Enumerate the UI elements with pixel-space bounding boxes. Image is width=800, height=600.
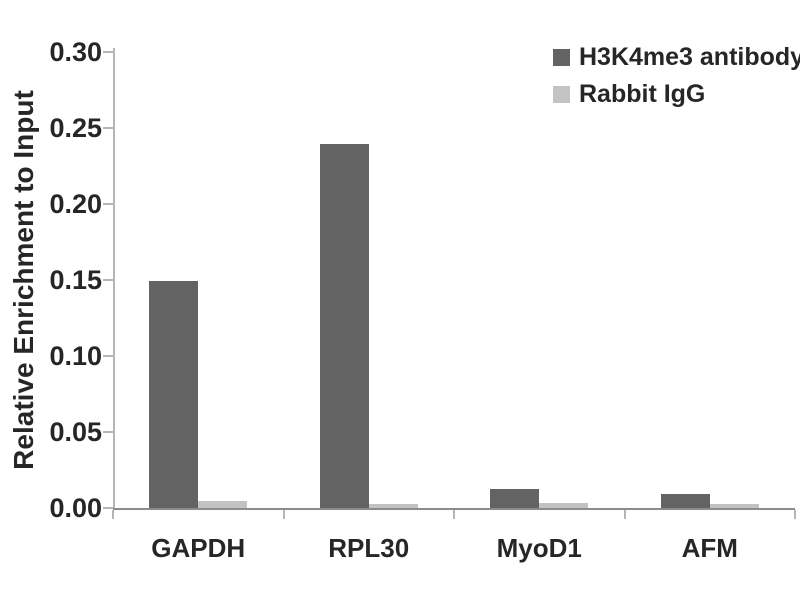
bar-rabbit-igg-gapdh — [198, 501, 248, 509]
legend-label-h3k4me3-antibody: H3K4me3 antibody — [579, 43, 800, 71]
x-category-label-afm: AFM — [681, 533, 738, 563]
x-category-label-rpl30: RPL30 — [328, 533, 410, 563]
y-tick-label-0.30: 0.30 — [49, 37, 102, 67]
y-tick-mark — [103, 51, 113, 53]
bar-rabbit-igg-afm — [709, 504, 759, 509]
y-tick-mark — [103, 127, 113, 129]
legend-item-rabbit-igg: Rabbit IgG — [553, 79, 800, 109]
bar-h3k4me3-antibody-myod1 — [490, 489, 540, 509]
y-tick-label-0.20: 0.20 — [49, 189, 102, 219]
y-tick-label-0.25: 0.25 — [49, 113, 102, 143]
legend-item-h3k4me3-antibody: H3K4me3 antibody — [553, 42, 800, 72]
y-tick-mark — [103, 203, 113, 205]
y-tick-label-0.10: 0.10 — [49, 341, 102, 371]
x-category-label-myod1: MyoD1 — [496, 533, 582, 563]
x-tick-mark — [794, 510, 796, 519]
bar-rabbit-igg-myod1 — [539, 503, 589, 509]
legend-swatch-rabbit-igg — [553, 85, 570, 103]
legend-label-rabbit-igg: Rabbit IgG — [579, 80, 706, 108]
x-category-label-gapdh: GAPDH — [151, 533, 246, 563]
y-axis-line — [113, 48, 115, 509]
y-tick-label-0.15: 0.15 — [49, 265, 102, 295]
y-tick-mark — [103, 355, 113, 357]
bar-rabbit-igg-rpl30 — [368, 504, 418, 509]
legend: H3K4me3 antibody Rabbit IgG — [553, 42, 800, 116]
y-tick-label-0.00: 0.00 — [49, 493, 102, 523]
bar-h3k4me3-antibody-rpl30 — [319, 144, 369, 509]
y-tick-mark — [103, 431, 113, 433]
legend-swatch-h3k4me3-antibody — [553, 48, 570, 66]
x-axis-line — [113, 508, 795, 510]
y-tick-mark — [103, 507, 113, 509]
x-tick-mark — [112, 510, 114, 519]
bar-h3k4me3-antibody-gapdh — [149, 281, 199, 509]
x-tick-mark — [282, 510, 285, 519]
y-tick-mark — [103, 279, 113, 281]
x-tick-mark — [453, 510, 455, 519]
y-tick-label-0.05: 0.05 — [49, 417, 102, 447]
x-tick-mark — [623, 510, 626, 519]
bar-h3k4me3-antibody-afm — [660, 494, 710, 509]
